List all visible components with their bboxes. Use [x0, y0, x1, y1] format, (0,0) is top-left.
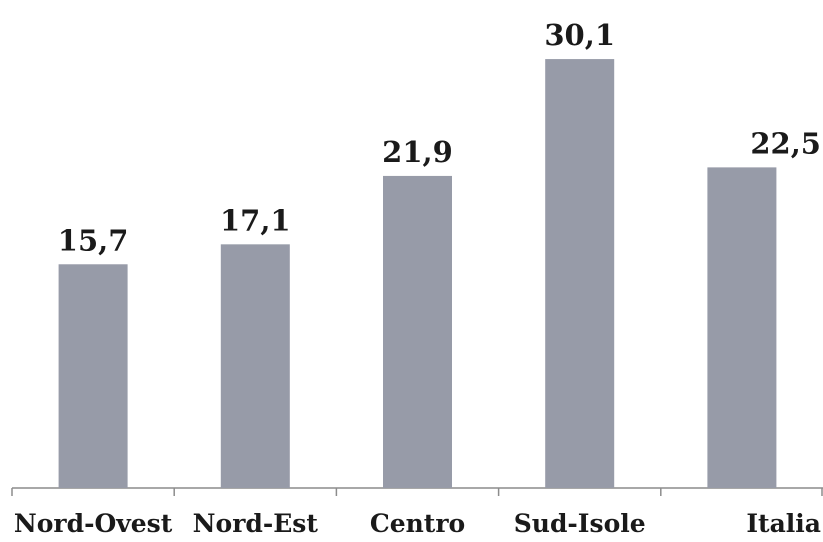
value-labels-group: 15,7 17,1 21,9 30,1 22,5	[58, 18, 821, 257]
category-labels-group: Nord-Ovest Nord-Est Centro Sud-Isole Italia	[14, 509, 821, 538]
data-label: 22,5	[750, 126, 821, 160]
data-label: 21,9	[382, 135, 453, 169]
bar-nord-ovest	[58, 264, 128, 488]
bar-nord-est	[220, 244, 290, 488]
category-label: Centro	[370, 509, 465, 538]
category-label: Italia	[746, 509, 821, 538]
bar-centro	[383, 175, 452, 489]
data-label: 15,7	[58, 223, 129, 257]
category-label: Sud-Isole	[514, 509, 646, 538]
bars-group	[58, 59, 777, 489]
bar-italia	[707, 167, 777, 488]
bar-sud-isole	[545, 59, 615, 488]
x-axis-ticks	[11, 488, 823, 496]
category-label: Nord-Ovest	[14, 509, 173, 538]
data-label: 30,1	[544, 18, 615, 52]
category-label: Nord-Est	[193, 509, 319, 538]
data-label: 17,1	[220, 203, 291, 237]
